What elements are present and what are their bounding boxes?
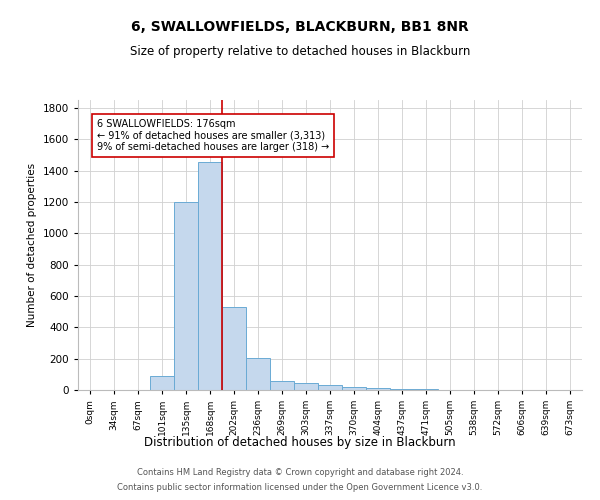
Bar: [246, 358, 270, 390]
Bar: [390, 388, 414, 390]
Text: Contains public sector information licensed under the Open Government Licence v3: Contains public sector information licen…: [118, 483, 482, 492]
Text: Size of property relative to detached houses in Blackburn: Size of property relative to detached ho…: [130, 45, 470, 58]
Bar: [342, 386, 366, 390]
Text: 6 SWALLOWFIELDS: 176sqm
← 91% of detached houses are smaller (3,313)
9% of semi-: 6 SWALLOWFIELDS: 176sqm ← 91% of detache…: [97, 119, 329, 152]
Bar: [270, 380, 294, 390]
Text: Distribution of detached houses by size in Blackburn: Distribution of detached houses by size …: [144, 436, 456, 449]
Text: Contains HM Land Registry data © Crown copyright and database right 2024.: Contains HM Land Registry data © Crown c…: [137, 468, 463, 477]
Bar: [318, 386, 342, 390]
Bar: [366, 388, 390, 390]
Bar: [294, 383, 318, 390]
Y-axis label: Number of detached properties: Number of detached properties: [27, 163, 37, 327]
Bar: [174, 202, 198, 390]
Text: 6, SWALLOWFIELDS, BLACKBURN, BB1 8NR: 6, SWALLOWFIELDS, BLACKBURN, BB1 8NR: [131, 20, 469, 34]
Bar: [222, 307, 246, 390]
Bar: [150, 376, 174, 390]
Bar: [198, 162, 222, 390]
